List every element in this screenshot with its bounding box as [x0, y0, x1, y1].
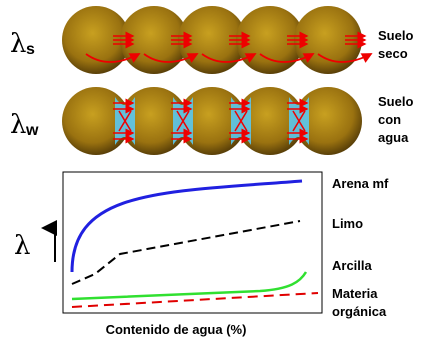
row-symbol: λ	[10, 29, 26, 59]
row-subscript: s	[26, 41, 35, 58]
heat-arrow	[143, 53, 199, 63]
curve-label: Limo	[332, 216, 363, 231]
row-label: seco	[378, 46, 408, 61]
row-label: agua	[378, 130, 409, 145]
heat-arrow	[292, 110, 306, 132]
curve	[71, 271, 308, 301]
heat-arrow	[317, 53, 373, 63]
heat-arrow	[259, 53, 315, 63]
soil-grain	[120, 87, 188, 155]
row-label: Suelo	[378, 28, 413, 43]
wet-soil-row	[62, 87, 362, 155]
soil-grain	[294, 87, 362, 155]
dry-soil-row	[62, 6, 373, 74]
curve-label: Arcilla	[332, 258, 373, 273]
row-symbol: λ	[10, 110, 26, 140]
curve-label: orgánica	[332, 304, 387, 319]
y-symbol: λ	[14, 231, 30, 261]
row-label: Suelo	[378, 94, 413, 109]
heat-arrow	[118, 110, 132, 132]
curve	[70, 179, 303, 273]
row-label: con	[378, 112, 401, 127]
soil-grain	[62, 6, 130, 74]
row-subscript: w	[25, 122, 39, 139]
soil-grain	[178, 87, 246, 155]
curve	[71, 220, 301, 285]
soil-grain	[62, 87, 130, 155]
chart-frame	[62, 171, 323, 314]
curve	[71, 292, 319, 308]
curve-label: Materia	[332, 286, 378, 301]
heat-arrow	[201, 53, 257, 63]
heat-arrow	[234, 110, 248, 132]
soil-grain	[236, 87, 304, 155]
curve-label: Arena mf	[332, 176, 389, 191]
x-label: Contenido de agua (%)	[106, 322, 247, 337]
heat-arrow	[85, 53, 141, 63]
heat-arrow	[176, 110, 190, 132]
